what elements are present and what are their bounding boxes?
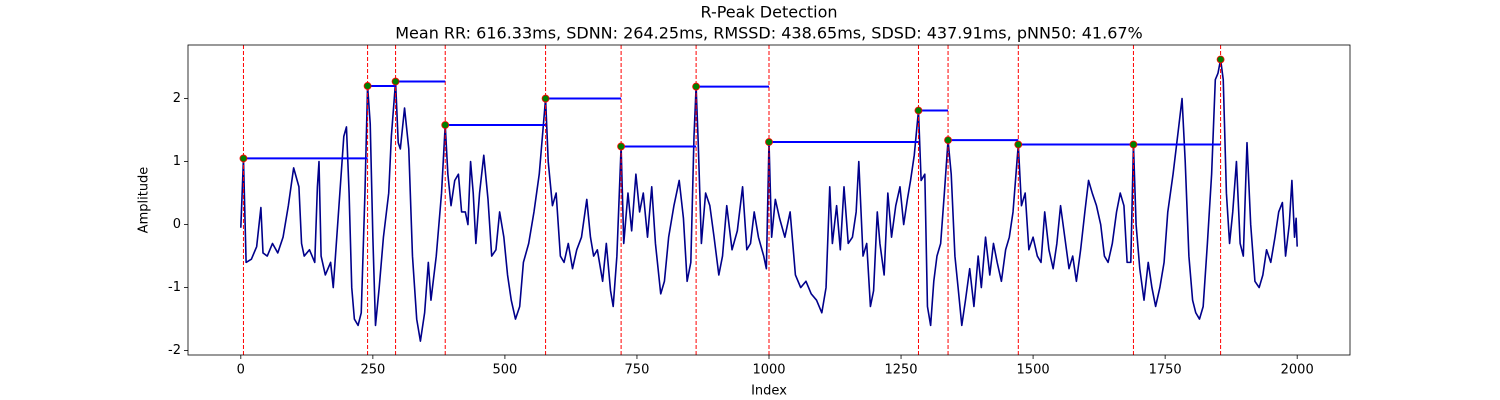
- y-tick-label: 0: [173, 217, 181, 232]
- y-tick-label: 1: [173, 154, 181, 169]
- peak-marker: [765, 138, 773, 146]
- peak-marker: [617, 142, 626, 151]
- x-tick-label: 1000: [752, 363, 785, 378]
- x-tick-label: 2000: [1281, 363, 1314, 378]
- y-axis-label: Amplitude: [137, 167, 152, 234]
- plot-frame: [187, 44, 1351, 356]
- peak-marker: [692, 82, 701, 91]
- x-tick-label: 1500: [1017, 363, 1050, 378]
- peak-marker: [239, 154, 248, 163]
- peak-marker: [1129, 140, 1138, 149]
- x-tick-label: 750: [625, 363, 650, 378]
- y-tick-label: -1: [168, 280, 181, 295]
- peak-marker: [914, 106, 923, 115]
- y-tick-label: 2: [173, 91, 181, 106]
- peak-marker: [391, 77, 400, 86]
- y-tick-label: -2: [168, 343, 181, 358]
- peak-marker: [944, 136, 952, 145]
- x-axis-label: Index: [751, 384, 787, 399]
- peak-marker: [1014, 140, 1023, 149]
- x-tick-label: 0: [237, 363, 245, 378]
- x-tick-label: 1250: [884, 363, 917, 378]
- chart-subtitle: Mean RR: 616.33ms, SDNN: 264.25ms, RMSSD…: [395, 24, 1143, 43]
- x-tick-label: 1750: [1149, 363, 1182, 378]
- peak-marker: [363, 82, 372, 90]
- signal-line: [240, 58, 1298, 342]
- peak-marker: [1216, 55, 1225, 64]
- peak-marker: [441, 121, 450, 129]
- peak-marker: [541, 94, 550, 103]
- chart-title: R-Peak Detection: [700, 3, 837, 22]
- x-tick-label: 500: [492, 363, 517, 378]
- x-tick-label: 250: [360, 363, 385, 378]
